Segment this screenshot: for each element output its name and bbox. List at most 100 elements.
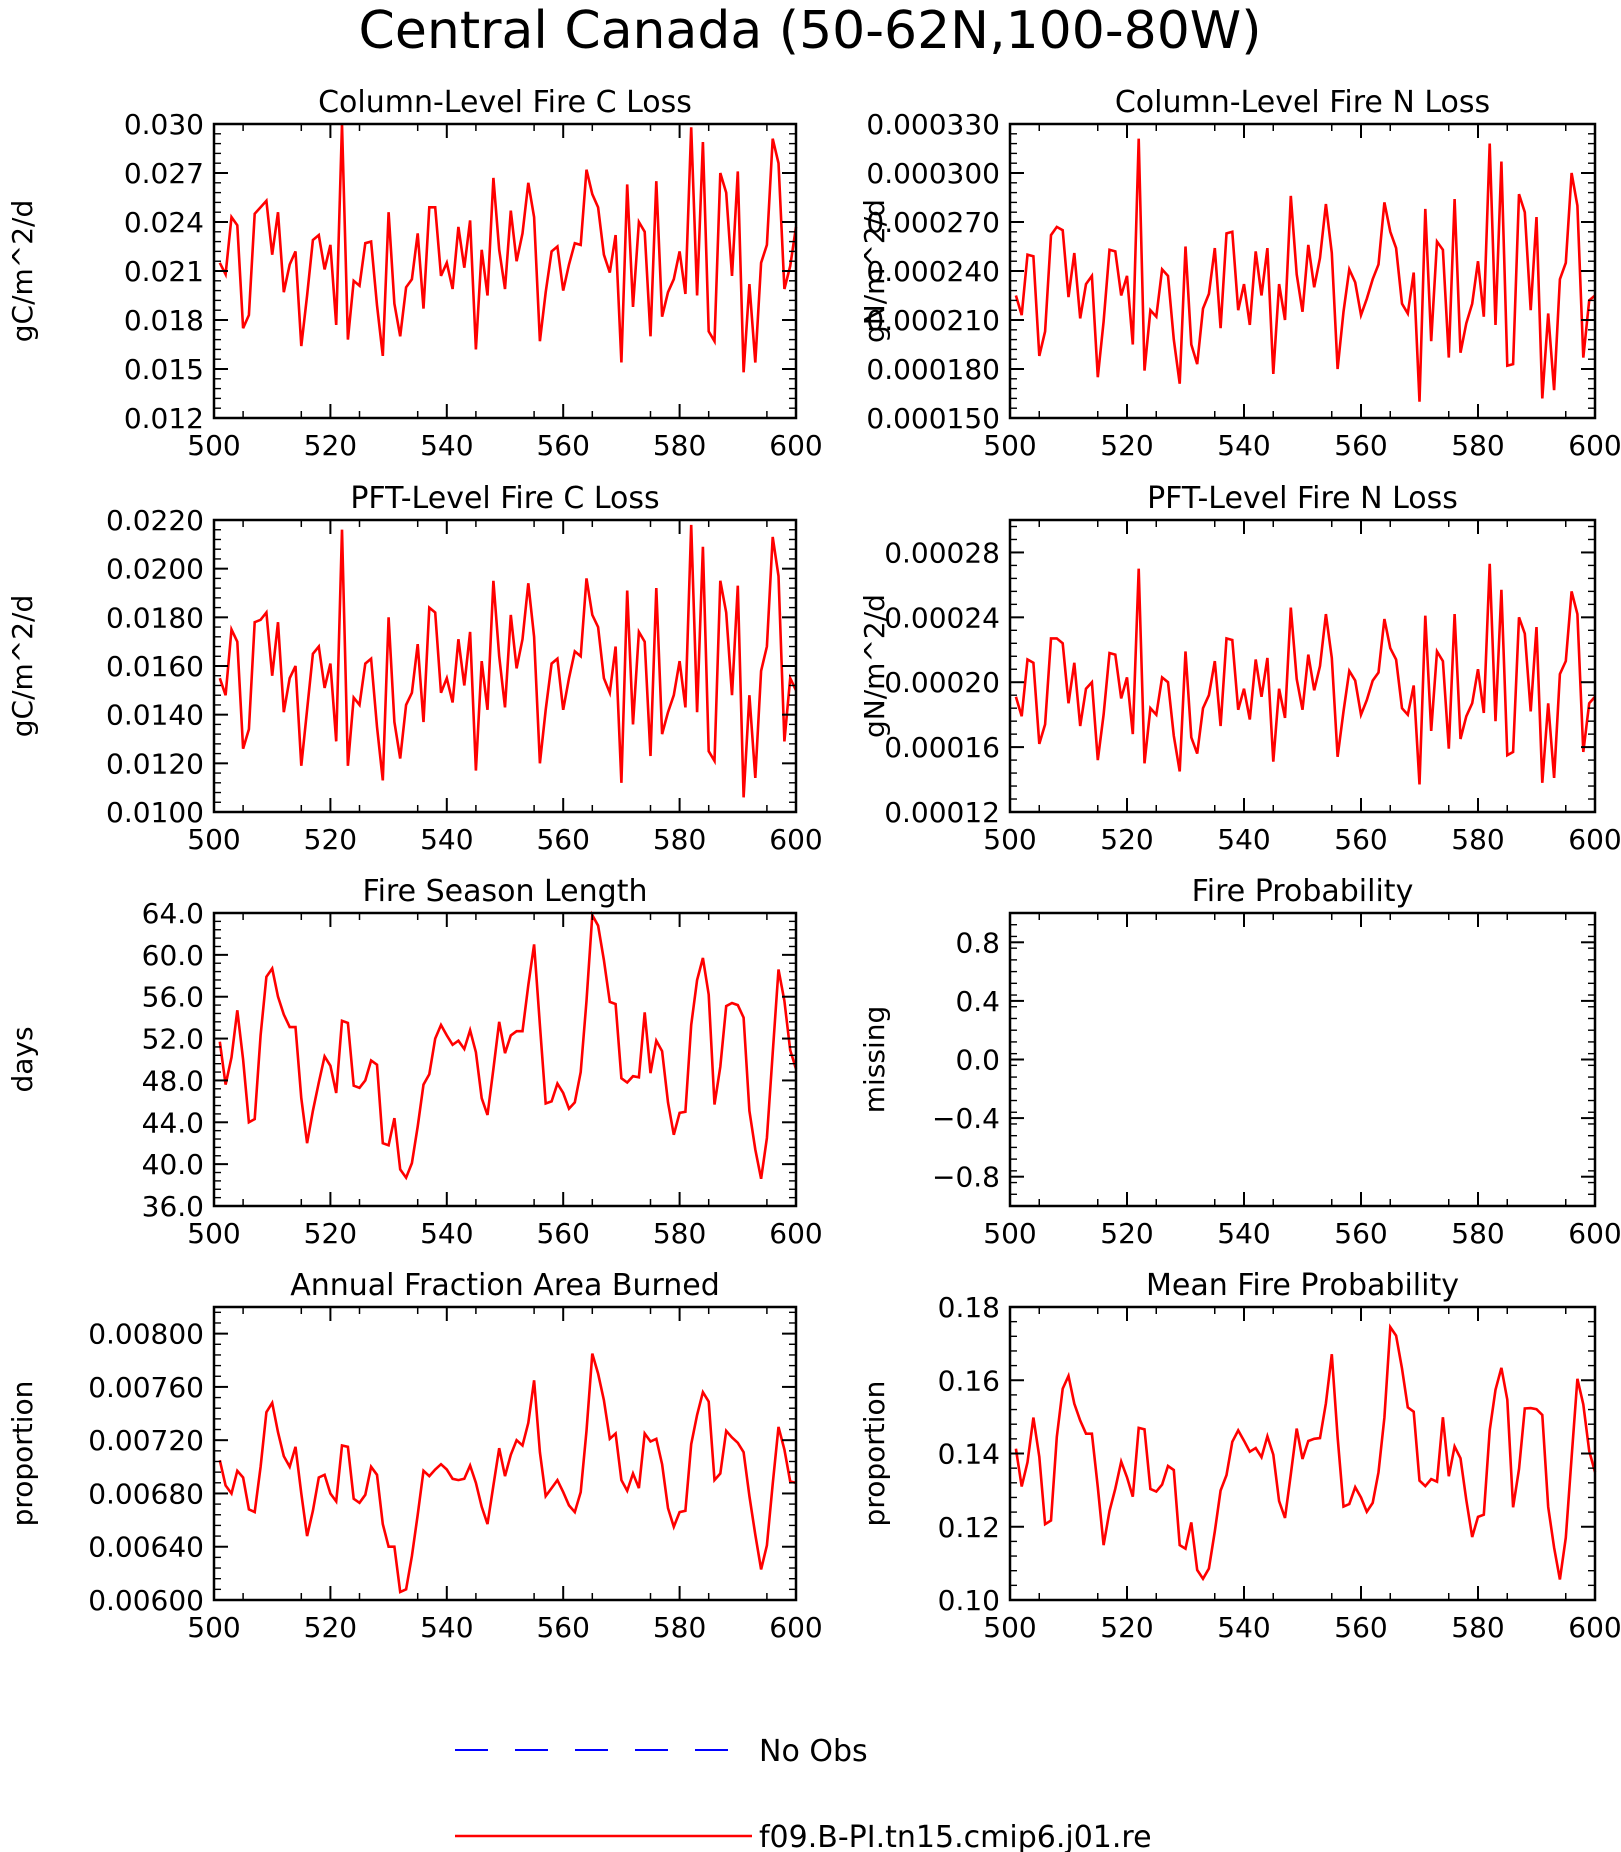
pft-level-fire-c-loss-title: PFT-Level Fire C Loss	[350, 481, 659, 516]
annual-fraction-area-burned-title: Annual Fraction Area Burned	[290, 1268, 720, 1303]
fire-season-length-xtick-label: 500	[187, 1217, 240, 1250]
fire-season-length-ylabel: days	[6, 1026, 39, 1092]
mean-fire-probability-xtick-label: 500	[983, 1611, 1036, 1644]
pft-level-fire-n-loss-xtick-label: 540	[1217, 823, 1270, 856]
fire-probability-xtick-label: 600	[1568, 1217, 1621, 1250]
fire-probability-xtick-label: 540	[1217, 1217, 1270, 1250]
mean-fire-probability-xtick-label: 560	[1334, 1611, 1387, 1644]
column-level-fire-c-loss-ytick-label: 0.024	[124, 206, 204, 239]
fire-season-length-ytick-label: 40.0	[142, 1148, 204, 1181]
pft-level-fire-c-loss-ytick-label: 0.0160	[106, 650, 204, 683]
column-level-fire-c-loss-ytick-label: 0.021	[124, 255, 204, 288]
column-level-fire-c-loss-ytick-label: 0.015	[124, 353, 204, 386]
pft-level-fire-c-loss-ytick-label: 0.0100	[106, 796, 204, 829]
annual-fraction-area-burned-ytick-label: 0.00720	[88, 1424, 204, 1457]
column-level-fire-c-loss-ytick-label: 0.018	[124, 304, 204, 337]
pft-level-fire-n-loss-xtick-label: 500	[983, 823, 1036, 856]
fire-season-length-xtick-label: 560	[536, 1217, 589, 1250]
panels-grid: 500 520 540 560 580 600 0.012 0.015 0.018 0.021 0.…	[6, 85, 1621, 1644]
figure-title: Central Canada (50-62N,100-80W)	[359, 1, 1262, 61]
fire-probability-ylabel: missing	[858, 1006, 891, 1114]
pft-level-fire-n-loss-xtick-label: 580	[1451, 823, 1504, 856]
pft-level-fire-n-loss-ytick-label: 0.00020	[884, 666, 1000, 699]
pft-level-fire-c-loss-xtick-label: 600	[769, 823, 822, 856]
pft-level-fire-c-loss-xtick-label: 580	[653, 823, 706, 856]
column-level-fire-c-loss-plot-frame	[212, 122, 798, 420]
column-level-fire-n-loss-xtick-label: 580	[1451, 429, 1504, 462]
column-level-fire-n-loss-ytick-label: 0.000330	[866, 108, 1000, 141]
annual-fraction-area-burned-series-line	[218, 1353, 797, 1594]
pft-level-fire-n-loss-ytick-label: 0.00016	[884, 731, 1000, 764]
annual-fraction-area-burned-xtick-label: 520	[304, 1611, 357, 1644]
pft-level-fire-c-loss-xtick-label: 560	[536, 823, 589, 856]
mean-fire-probability-ytick-label: 0.10	[938, 1584, 1000, 1617]
fire-season-length-xtick-label: 520	[304, 1217, 357, 1250]
panel-pft-level-fire-n-loss: 500 520 540 560 580 600 0.00012 0.00016 0.00020 0…	[858, 481, 1621, 856]
column-level-fire-c-loss-ylabel: gC/m^2/d	[6, 200, 39, 343]
pft-level-fire-n-loss-ytick-label: 0.00028	[884, 536, 1000, 569]
fire-season-length-ytick-label: 64.0	[142, 897, 204, 930]
fire-season-length-xtick-label: 580	[653, 1217, 706, 1250]
mean-fire-probability-xtick-label: 580	[1451, 1611, 1504, 1644]
pft-level-fire-c-loss-ytick-label: 0.0140	[106, 699, 204, 732]
annual-fraction-area-burned-xtick-label: 600	[769, 1611, 822, 1644]
column-level-fire-c-loss-xtick-label: 560	[536, 429, 589, 462]
column-level-fire-n-loss-ytick-label: 0.000180	[866, 353, 1000, 386]
annual-fraction-area-burned-ytick-label: 0.00680	[88, 1477, 204, 1510]
pft-level-fire-n-loss-ylabel: gN/m^2/d	[858, 594, 891, 738]
annual-fraction-area-burned-plot-frame	[212, 1305, 798, 1602]
fire-season-length-ytick-label: 60.0	[142, 939, 204, 972]
pft-level-fire-c-loss-ytick-label: 0.0200	[106, 553, 204, 586]
column-level-fire-c-loss-ytick-label: 0.030	[124, 108, 204, 141]
fire-probability-xtick-label: 580	[1451, 1217, 1504, 1250]
column-level-fire-n-loss-xtick-label: 600	[1568, 429, 1621, 462]
pft-level-fire-n-loss-ytick-label: 0.00012	[884, 796, 1000, 829]
panel-column-level-fire-c-loss: 500 520 540 560 580 600 0.012 0.015 0.018 0.021 0.…	[6, 85, 823, 462]
pft-level-fire-c-loss-ytick-label: 0.0220	[106, 504, 204, 537]
panel-fire-probability: 500 520 540 560 580 600 −0.8 −0.4 0.0 0.4 0.8 Fire …	[858, 874, 1621, 1250]
fire-probability-xtick-label: 500	[983, 1217, 1036, 1250]
panel-pft-level-fire-c-loss: 500 520 540 560 580 600 0.0100 0.0120 0.0140 0.01…	[6, 481, 823, 856]
pft-level-fire-c-loss-ylabel: gC/m^2/d	[6, 595, 39, 738]
pft-level-fire-n-loss-title: PFT-Level Fire N Loss	[1147, 481, 1458, 516]
fire-season-length-ytick-label: 44.0	[142, 1106, 204, 1139]
pft-level-fire-n-loss-ytick-label: 0.00024	[884, 601, 1000, 634]
pft-level-fire-c-loss-ytick-label: 0.0120	[106, 747, 204, 780]
annual-fraction-area-burned-xtick-label: 500	[187, 1611, 240, 1644]
pft-level-fire-c-loss-series-line	[218, 524, 798, 798]
mean-fire-probability-series-line	[1014, 1323, 1597, 1582]
fire-probability-plot-frame	[1008, 911, 1597, 1208]
panel-mean-fire-probability: 500 520 540 560 580 600 0.10 0.12 0.14 0.16 0.18 Me…	[858, 1268, 1621, 1644]
annual-fraction-area-burned-ytick-label: 0.00760	[88, 1371, 204, 1404]
column-level-fire-n-loss-ytick-label: 0.000300	[866, 157, 1000, 190]
column-level-fire-n-loss-xtick-label: 520	[1100, 429, 1153, 462]
annual-fraction-area-burned-ytick-label: 0.00640	[88, 1531, 204, 1564]
column-level-fire-c-loss-xtick-label: 520	[304, 429, 357, 462]
panel-annual-fraction-area-burned: 500 520 540 560 580 600 0.00600 0.00640 0.00680 0…	[6, 1268, 823, 1644]
column-level-fire-c-loss-title: Column-Level Fire C Loss	[318, 85, 692, 120]
annual-fraction-area-burned-ytick-label: 0.00800	[88, 1318, 204, 1351]
mean-fire-probability-xtick-label: 520	[1100, 1611, 1153, 1644]
column-level-fire-n-loss-xtick-label: 560	[1334, 429, 1387, 462]
mean-fire-probability-ylabel: proportion	[858, 1381, 891, 1527]
fire-probability-ytick-label: −0.8	[932, 1161, 1000, 1194]
column-level-fire-n-loss-ytick-label: 0.000270	[866, 206, 1000, 239]
mean-fire-probability-xtick-label: 600	[1568, 1611, 1621, 1644]
fire-season-length-plot-frame	[212, 911, 798, 1208]
column-level-fire-c-loss-xtick-label: 580	[653, 429, 706, 462]
fire-season-length-ytick-label: 48.0	[142, 1064, 204, 1097]
legend-model-label: f09.B-PI.tn15.cmip6.j01.re	[759, 1820, 1152, 1852]
annual-fraction-area-burned-xtick-label: 540	[420, 1611, 473, 1644]
column-level-fire-c-loss-xtick-label: 600	[769, 429, 822, 462]
column-level-fire-n-loss-ytick-label: 0.000210	[866, 304, 1000, 337]
pft-level-fire-n-loss-plot-frame	[1008, 518, 1597, 814]
mean-fire-probability-xtick-label: 540	[1217, 1611, 1270, 1644]
pft-level-fire-c-loss-xtick-label: 540	[420, 823, 473, 856]
fire-probability-title: Fire Probability	[1192, 874, 1414, 909]
column-level-fire-n-loss-ylabel: gN/m^2/d	[858, 199, 891, 343]
fire-probability-ytick-label: 0.0	[955, 1044, 1000, 1077]
fire-season-length-ytick-label: 56.0	[142, 981, 204, 1014]
column-level-fire-n-loss-ytick-label: 0.000150	[866, 402, 1000, 435]
column-level-fire-c-loss-xtick-label: 500	[187, 429, 240, 462]
pft-level-fire-n-loss-series-line	[1014, 563, 1596, 785]
